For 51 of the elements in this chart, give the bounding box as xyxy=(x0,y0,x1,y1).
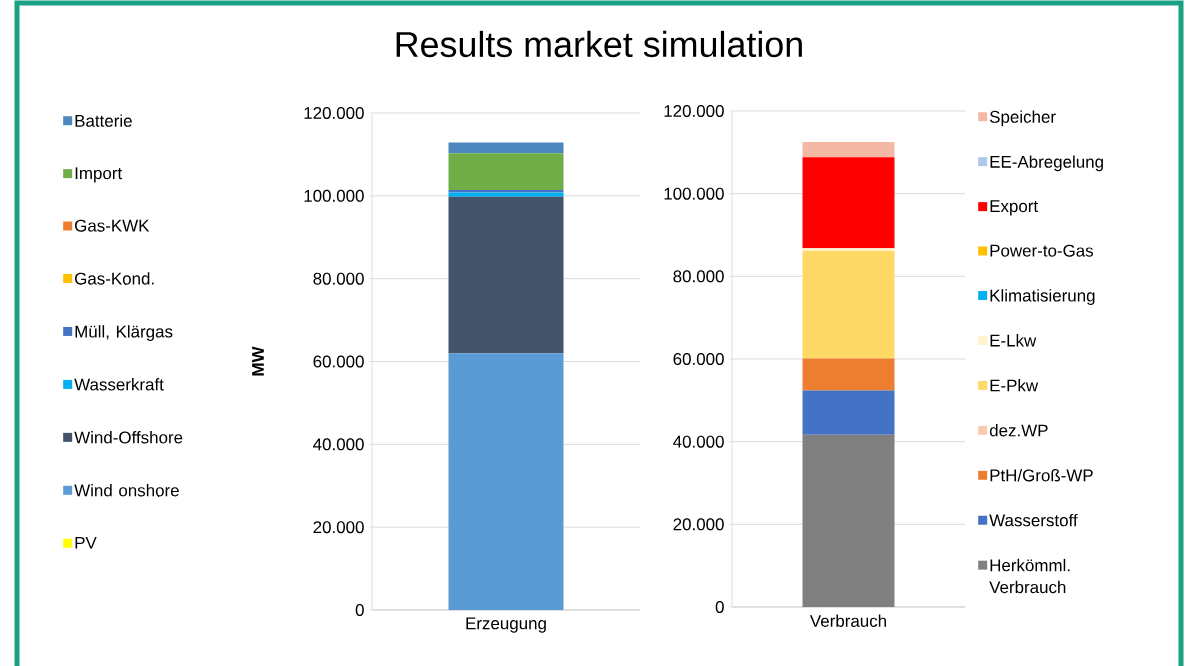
y-axis-title: MW xyxy=(252,346,264,376)
legend-label: dez.WP xyxy=(989,424,1048,437)
legend-label: Klimatisierung xyxy=(990,289,1095,305)
bar xyxy=(448,190,564,193)
legend-label: Speicher xyxy=(989,110,1056,127)
bar xyxy=(448,196,564,354)
legend-label: Power-to-Gas xyxy=(990,244,1094,257)
bar xyxy=(802,390,895,435)
legend-label: Wind-Offshore xyxy=(74,431,183,444)
bar xyxy=(802,248,895,252)
y-tick-label: 20.000 xyxy=(313,521,364,534)
x-tick-label: Verbrauch xyxy=(809,614,886,627)
bar xyxy=(802,251,895,359)
chart-title: Results market simulation xyxy=(396,30,802,58)
bar xyxy=(448,192,564,197)
y-tick-label: 40.000 xyxy=(313,438,364,451)
y-tick-label: 80.000 xyxy=(673,270,724,283)
legend-label: Herkömml. Verbrauch xyxy=(989,558,1070,594)
y-tick-label: 40.000 xyxy=(673,435,724,448)
y-tick-label: 0 xyxy=(715,601,724,613)
y-tick-label: 80.000 xyxy=(313,272,364,285)
y-tick-label: 120.000 xyxy=(664,105,724,117)
legend-label: Wind onshore xyxy=(74,484,179,497)
legend-label: Wasserstoff xyxy=(989,513,1078,527)
legend-label: Import xyxy=(75,167,123,183)
legend-label: Gas-KWK xyxy=(75,219,150,232)
y-tick-label: 100.000 xyxy=(664,187,724,200)
y-tick-label: 60.000 xyxy=(673,353,724,365)
y-tick-label: 100.000 xyxy=(304,189,364,202)
bar xyxy=(448,153,564,191)
legend-label: Müll, Klärgas xyxy=(75,325,173,341)
x-tick-label: Erzeugung xyxy=(466,617,546,633)
bar xyxy=(448,142,564,154)
bar xyxy=(802,142,895,158)
bar xyxy=(802,157,895,249)
legend-label: Export xyxy=(990,200,1038,216)
y-tick-label: 60.000 xyxy=(313,355,364,368)
legend-label: PtH/Groß-WP xyxy=(990,468,1093,482)
legend-label: E-Lkw xyxy=(990,334,1037,347)
y-tick-label: 20.000 xyxy=(673,518,724,531)
y-tick-label: 0 xyxy=(355,604,364,616)
bar xyxy=(802,358,895,391)
legend-label: Wasserkraft xyxy=(74,378,164,391)
legend-label: Batterie xyxy=(75,114,132,127)
y-tick-label: 120.000 xyxy=(304,107,364,119)
bar xyxy=(802,434,895,607)
bar xyxy=(448,353,564,610)
legend-label: Gas-Kond. xyxy=(75,272,154,285)
legend-label: PV xyxy=(75,536,97,549)
legend-label: EE-Abregelung xyxy=(990,155,1103,172)
legend-label: E-Pkw xyxy=(990,379,1039,392)
